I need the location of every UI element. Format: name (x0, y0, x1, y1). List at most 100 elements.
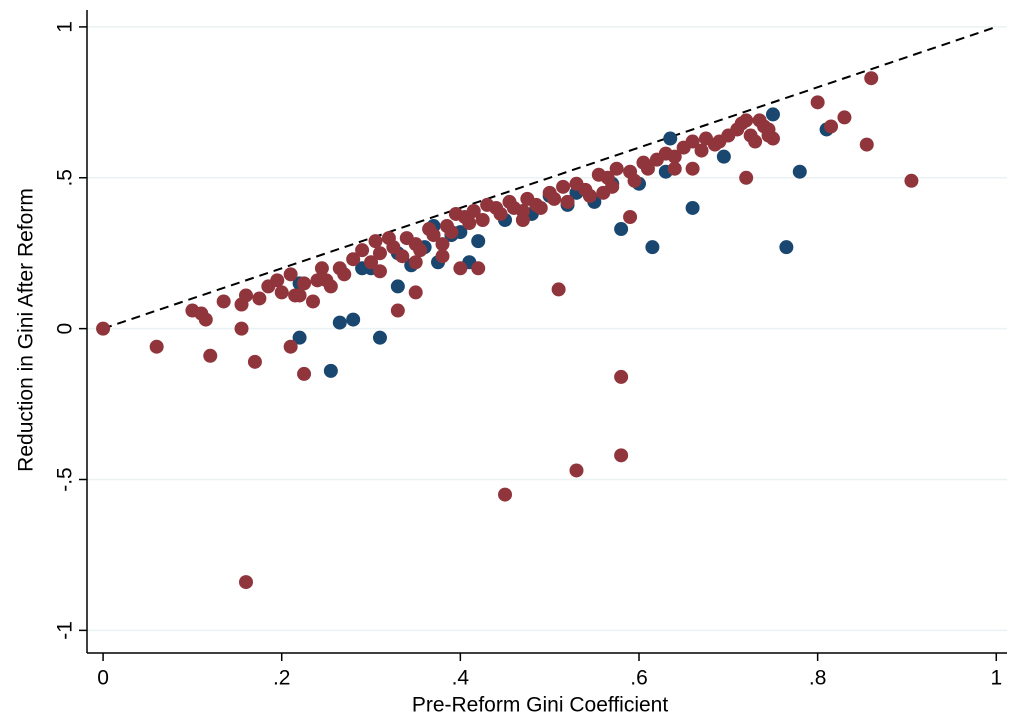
point (547, 191, 562, 206)
point (346, 312, 361, 327)
point (904, 173, 919, 188)
point (694, 143, 709, 158)
point (395, 249, 410, 264)
point (372, 330, 387, 345)
point (390, 279, 405, 294)
point (493, 206, 508, 221)
point (364, 255, 379, 270)
point (332, 315, 347, 330)
point (390, 303, 405, 318)
x-tick-label: 0 (97, 667, 109, 690)
x-tick-label: .4 (452, 667, 470, 690)
point (533, 200, 548, 215)
x-tick-label: .8 (809, 667, 827, 690)
point (444, 225, 459, 240)
point (305, 294, 320, 309)
point (203, 348, 218, 363)
point (792, 164, 807, 179)
point (323, 279, 338, 294)
point (640, 161, 655, 176)
point (645, 240, 660, 255)
point (252, 291, 267, 306)
point (283, 267, 298, 282)
point (810, 95, 825, 110)
x-axis-title: Pre-Reform Gini Coefficient (412, 694, 669, 717)
point (556, 179, 571, 194)
point (475, 213, 490, 228)
point (408, 285, 423, 300)
point (372, 264, 387, 279)
point (471, 261, 486, 276)
point (149, 339, 164, 354)
y-tick-label: -.5 (54, 467, 77, 492)
point (426, 228, 441, 243)
point (372, 246, 387, 261)
point (238, 288, 253, 303)
point (627, 173, 642, 188)
point (413, 243, 428, 258)
point (739, 170, 754, 185)
point (337, 267, 352, 282)
point (408, 255, 423, 270)
point (471, 234, 486, 249)
x-tick-label: 1 (990, 667, 1002, 690)
point (234, 321, 249, 336)
point (859, 137, 874, 152)
point (515, 213, 530, 228)
point (734, 116, 749, 131)
point (716, 149, 731, 164)
point (274, 285, 289, 300)
point (685, 200, 700, 215)
point (667, 161, 682, 176)
point (614, 369, 629, 384)
point (292, 288, 307, 303)
point (837, 110, 852, 125)
point (761, 128, 776, 143)
point (824, 119, 839, 134)
point (346, 252, 361, 267)
point (247, 354, 262, 369)
point (323, 363, 338, 378)
point (435, 237, 450, 252)
y-axis-title: Reduction in Gini After Reform (15, 188, 38, 472)
point (614, 448, 629, 463)
point (310, 273, 325, 288)
point (386, 240, 401, 255)
y-tick-label: 0 (54, 323, 77, 335)
point (663, 131, 678, 146)
point (779, 240, 794, 255)
point (297, 366, 312, 381)
point (297, 276, 312, 291)
point (270, 273, 285, 288)
point (292, 330, 307, 345)
point (569, 463, 584, 478)
reference-line (102, 25, 997, 330)
point (216, 294, 231, 309)
point (355, 243, 370, 258)
point (96, 321, 111, 336)
x-tick-label: .2 (273, 667, 291, 690)
point (609, 161, 624, 176)
point (685, 161, 700, 176)
point (864, 71, 879, 86)
y-tick-label: .5 (54, 169, 77, 187)
point (551, 282, 566, 297)
point (314, 261, 329, 276)
point (453, 261, 468, 276)
point (560, 194, 575, 209)
y-tick-label: -1 (54, 621, 77, 640)
point (765, 107, 780, 122)
point (198, 312, 213, 327)
point (614, 222, 629, 237)
point (238, 575, 253, 590)
point (667, 149, 682, 164)
point (462, 216, 477, 231)
point (596, 185, 611, 200)
point (582, 188, 597, 203)
x-tick-label: .6 (630, 667, 648, 690)
point (748, 134, 763, 149)
point (623, 209, 638, 224)
point (498, 487, 513, 502)
point (685, 134, 700, 149)
